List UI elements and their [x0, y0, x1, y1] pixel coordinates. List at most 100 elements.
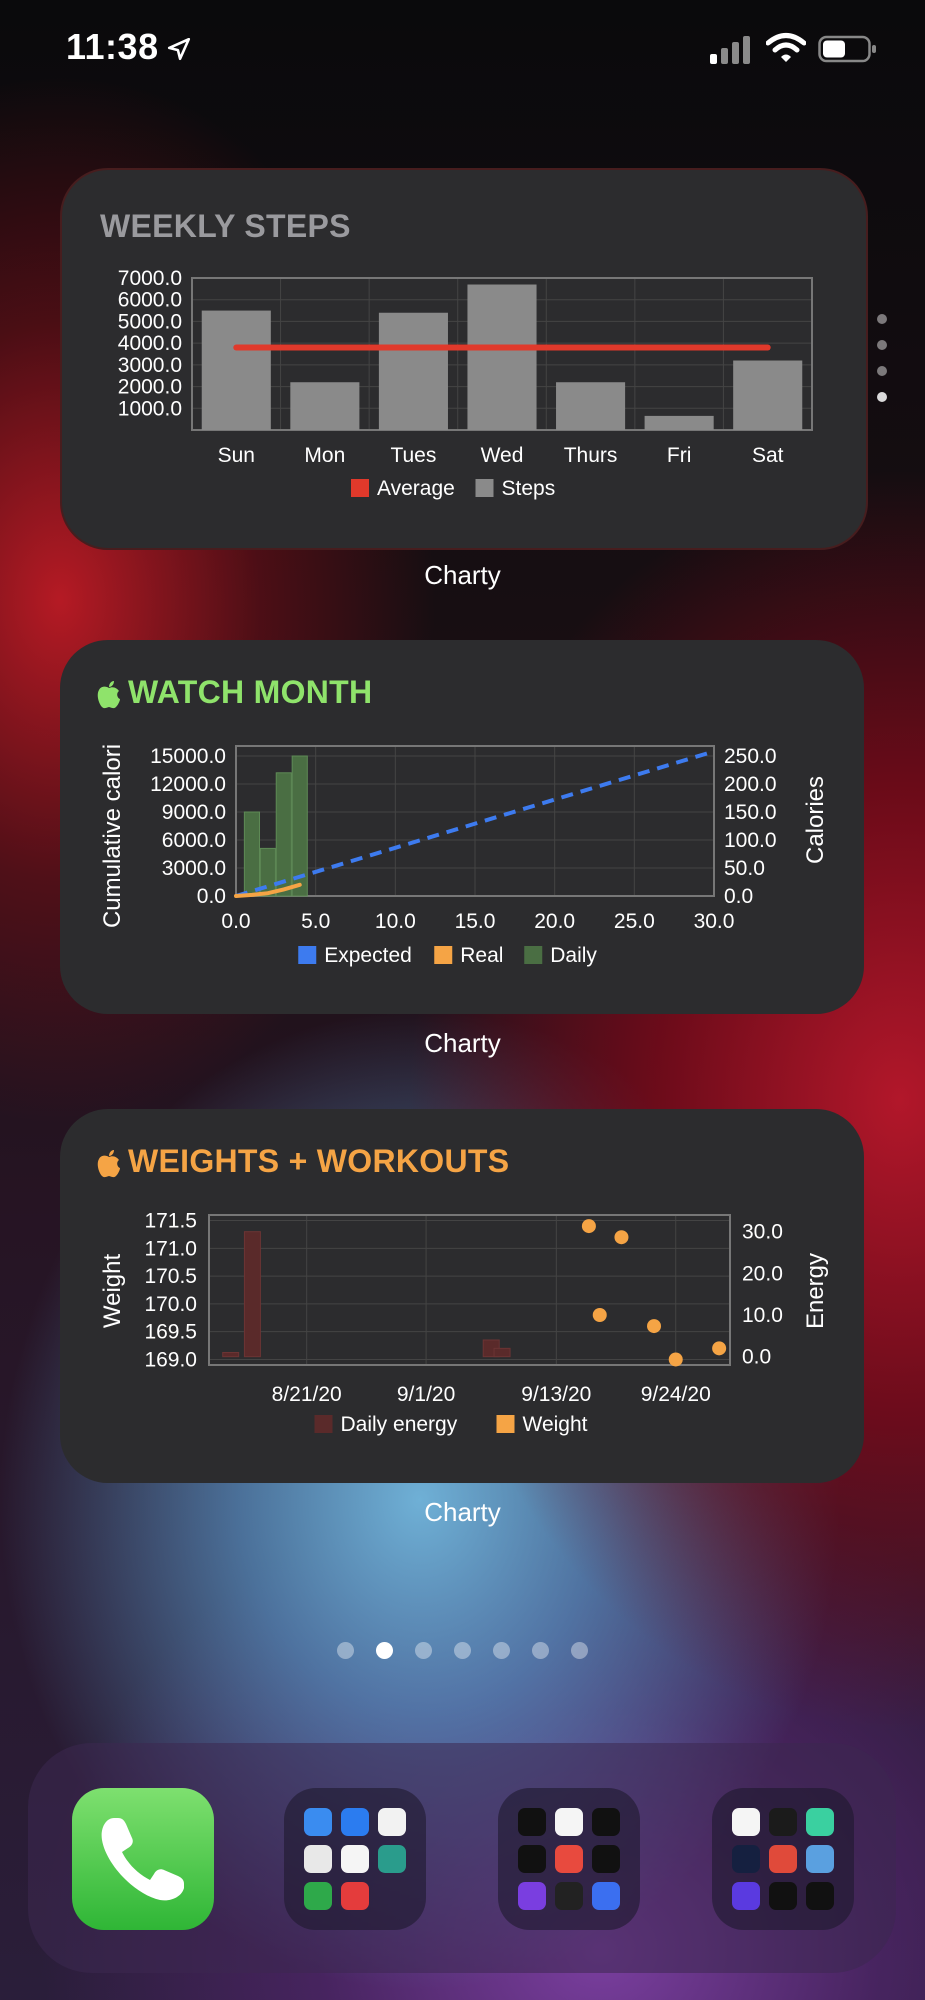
x-tick-label: 20.0	[534, 910, 575, 933]
y-tick-label: 1000.0	[118, 397, 182, 420]
page-dot[interactable]	[532, 1642, 549, 1659]
page-dot[interactable]	[337, 1642, 354, 1659]
fit-heart-icon	[732, 1808, 760, 1836]
phone-handset-icon	[101, 1818, 184, 1901]
x-tick-label: 9/13/20	[521, 1383, 591, 1406]
energy-bar	[222, 1352, 240, 1358]
y-left-axis-label: Weight	[99, 1254, 126, 1329]
widget-app-label: Charty	[424, 1497, 501, 1527]
footprints-icon	[769, 1845, 797, 1873]
wifi-icon	[766, 33, 806, 62]
legend-label: Steps	[502, 477, 556, 500]
x-tick-label: Mon	[304, 444, 345, 467]
gmail-icon	[378, 1808, 406, 1836]
widget-app-label: Charty	[424, 560, 501, 590]
page-indicator[interactable]	[0, 1640, 925, 1662]
weekly-steps-widget[interactable]: WEEKLY STEPS 7000.0 6000.0 5000.0 4000.0 300…	[60, 168, 868, 550]
y-left-tick-label: 171.0	[144, 1237, 197, 1260]
y-right-tick-label: 100.0	[724, 829, 777, 852]
fitness-folder[interactable]	[712, 1788, 854, 1930]
y-left-axis-label: Cumulative calori	[99, 744, 126, 928]
stack-dot	[877, 314, 887, 324]
x-tick-label: 8/21/20	[272, 1383, 342, 1406]
legend-swatch	[298, 946, 317, 964]
watch-month-chart: 15000.0 12000.0 9000.0 6000.0 3000.0 0.0 250.0…	[99, 744, 829, 967]
x-tick-label: 9/1/20	[397, 1383, 455, 1406]
y-tick-label: 5000.0	[118, 310, 182, 333]
y-right-tick-label: 250.0	[724, 745, 777, 768]
weekly-steps-chart: 7000.06000.05000.04000.03000.02000.01000…	[118, 267, 813, 500]
x-tick-label: 15.0	[455, 910, 496, 933]
widget-stack-indicator	[877, 314, 891, 418]
real-line	[234, 882, 302, 898]
page-dot[interactable]	[571, 1642, 588, 1659]
apple-logo-icon	[97, 1150, 120, 1178]
heart-grid-icon	[555, 1882, 583, 1910]
legend-label: Daily	[550, 944, 597, 967]
x-tick-label: 25.0	[614, 910, 655, 933]
watch-month-widget[interactable]: WATCH MONTH 15000.0 12000.0 9000.0 6000.0 30…	[60, 640, 864, 1014]
widget-title: WEEKLY STEPS	[100, 208, 351, 244]
daily-bar	[291, 755, 308, 897]
page-dot[interactable]	[454, 1642, 471, 1659]
stack-dot	[877, 366, 887, 376]
legend-label: Weight	[523, 1413, 588, 1436]
heart-rate-icon	[555, 1845, 583, 1873]
yellow-heart-icon	[592, 1845, 620, 1873]
mail-icon	[304, 1808, 332, 1836]
steps-bar	[290, 382, 360, 430]
x-tick-label: Thurs	[564, 444, 618, 467]
y-right-tick-label: 150.0	[724, 801, 777, 824]
legend-swatch	[496, 1415, 515, 1433]
expected-line	[235, 749, 715, 898]
teal-heart-icon	[806, 1808, 834, 1836]
utilities-folder[interactable]	[284, 1788, 426, 1930]
y-left-tick-label: 169.5	[144, 1321, 197, 1344]
page-dot[interactable]	[415, 1642, 432, 1659]
google-drive-icon	[341, 1845, 369, 1873]
legend-label: Real	[460, 944, 503, 967]
legend-swatch	[434, 946, 453, 964]
y-tick-label: 7000.0	[118, 267, 182, 290]
steps-bar	[644, 415, 714, 430]
qr-icon	[806, 1845, 834, 1873]
weights-workouts-widget[interactable]: WEIGHTS + WORKOUTS 171.5 171.0 170.5 170.0 1…	[60, 1109, 864, 1483]
activity-icon	[592, 1808, 620, 1836]
x-tick-label: Sun	[218, 444, 255, 467]
steps-bar	[201, 310, 271, 430]
x-tick-label: Tues	[390, 444, 436, 467]
runner-icon	[806, 1882, 834, 1910]
widget-title: WEIGHTS + WORKOUTS	[128, 1143, 510, 1179]
weights-workouts-chart: 171.5 171.0 170.5 170.0 169.5 169.0 30.0 20.0 10…	[99, 1210, 829, 1436]
daily-bar	[275, 772, 292, 897]
health-folder[interactable]	[498, 1788, 640, 1930]
y-right-tick-label: 0.0	[742, 1346, 771, 1369]
y-tick-label: 4000.0	[118, 332, 182, 355]
green-heart-icon	[769, 1808, 797, 1836]
steps-bar	[556, 382, 626, 430]
y-left-tick-label: 170.0	[144, 1293, 197, 1316]
edge-icon	[378, 1845, 406, 1873]
daily-bar	[243, 811, 261, 897]
legend-swatch	[475, 479, 494, 497]
health-icon	[555, 1808, 583, 1836]
status-bar: 11:38	[0, 0, 925, 100]
y-left-tick-label: 170.5	[144, 1265, 197, 1288]
page-dot-active[interactable]	[376, 1642, 393, 1659]
y-left-tick-label: 12000.0	[150, 773, 226, 796]
location-arrow-icon	[167, 37, 191, 61]
nrc-icon	[769, 1882, 797, 1910]
heart-icon	[518, 1845, 546, 1873]
y-left-tick-label: 15000.0	[150, 745, 226, 768]
weight-point	[581, 1219, 596, 1234]
dock	[28, 1743, 896, 1973]
phone-app-icon[interactable]	[72, 1788, 214, 1930]
y-left-tick-label: 169.0	[144, 1348, 197, 1371]
energy-bar	[493, 1347, 511, 1358]
y-right-tick-label: 30.0	[742, 1221, 783, 1244]
y-left-tick-label: 171.5	[144, 1210, 197, 1233]
steps-bar	[378, 312, 448, 430]
x-tick-label: 0.0	[221, 910, 250, 933]
page-dot[interactable]	[493, 1642, 510, 1659]
daily-bar	[259, 847, 276, 897]
